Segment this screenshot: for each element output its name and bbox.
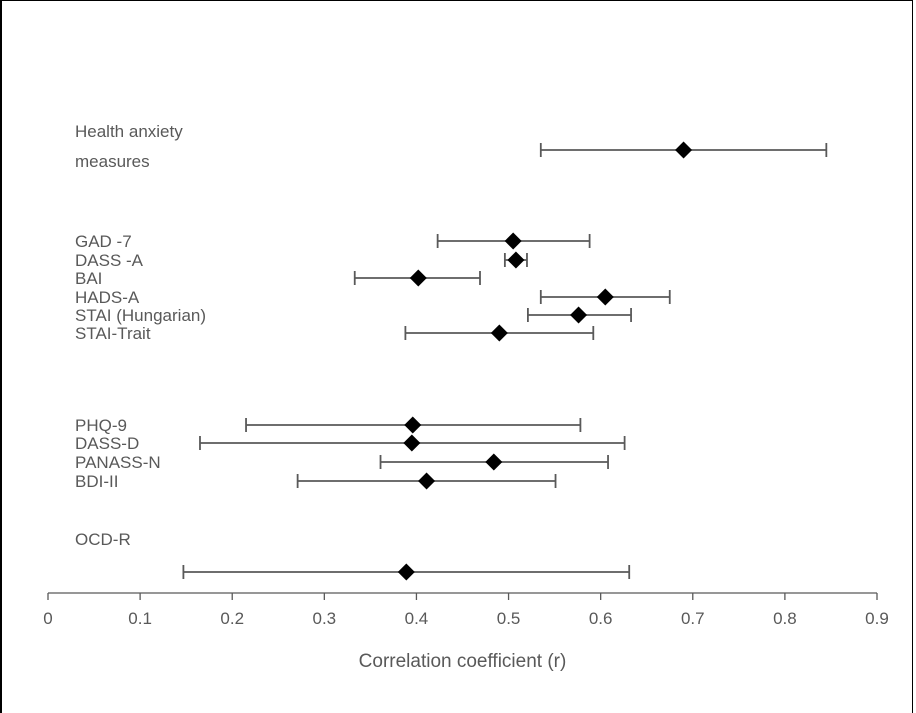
- x-tick-label: 0.4: [405, 609, 429, 628]
- x-tick-label: 0.2: [220, 609, 244, 628]
- x-tick-label: 0.3: [313, 609, 337, 628]
- estimate-diamond: [397, 563, 415, 581]
- x-tick-label: 0.8: [773, 609, 797, 628]
- x-tick-label: 0.7: [681, 609, 705, 628]
- row-label: DASS -A: [75, 251, 144, 270]
- estimate-diamond: [504, 232, 522, 250]
- estimate-diamond: [485, 453, 503, 471]
- x-axis-title: Correlation coefficient (r): [359, 651, 567, 672]
- estimate-diamond: [675, 141, 693, 159]
- x-tick-label: 0: [43, 609, 52, 628]
- estimate-diamond: [404, 416, 422, 434]
- x-tick-label: 0.6: [589, 609, 613, 628]
- group-label: measures: [75, 152, 150, 171]
- row-label: GAD -7: [75, 232, 132, 251]
- estimate-diamond: [418, 472, 436, 490]
- x-tick-label: 0.1: [128, 609, 152, 628]
- row-label: PHQ-9: [75, 416, 127, 435]
- row-label: DASS-D: [75, 434, 139, 453]
- estimate-diamond: [409, 269, 427, 287]
- x-tick-label: 0.5: [497, 609, 521, 628]
- estimate-diamond: [596, 288, 614, 306]
- x-tick-label: 0.9: [865, 609, 889, 628]
- row-label: STAI (Hungarian): [75, 306, 206, 325]
- row-label: HADS-A: [75, 288, 140, 307]
- estimate-diamond: [507, 251, 525, 269]
- row-label: PANASS-N: [75, 453, 161, 472]
- group-label: Health anxiety: [75, 122, 183, 141]
- estimate-diamond: [490, 324, 508, 342]
- row-label: STAI-Trait: [75, 324, 151, 343]
- group-label: OCD-R: [75, 530, 131, 549]
- row-label: BAI: [75, 269, 102, 288]
- estimate-diamond: [403, 434, 421, 452]
- row-label: BDI-II: [75, 472, 118, 491]
- estimate-diamond: [570, 306, 588, 324]
